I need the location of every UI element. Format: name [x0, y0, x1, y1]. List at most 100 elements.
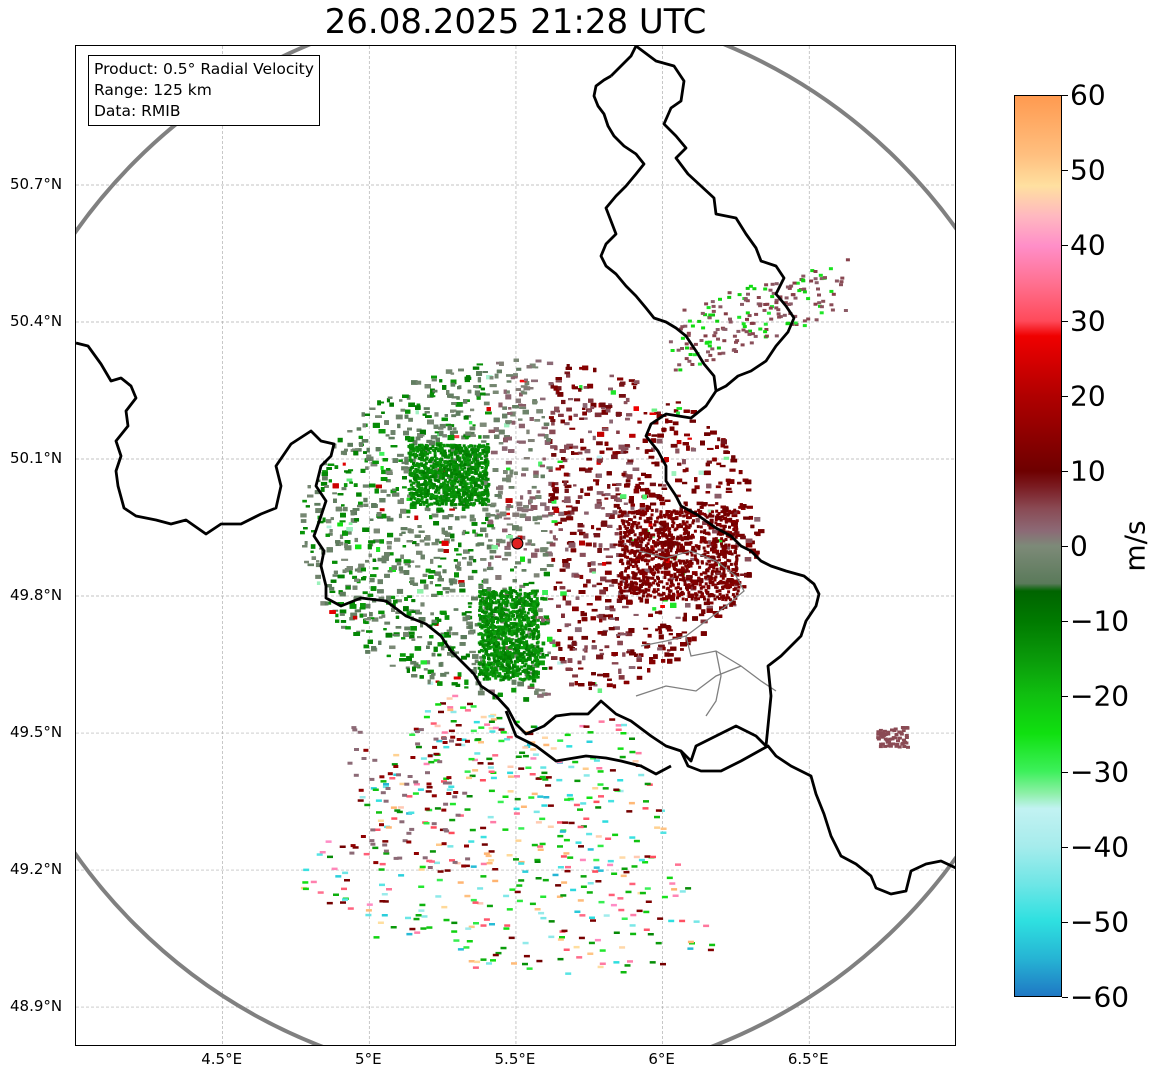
- echo-cell: [340, 512, 346, 518]
- echo-cell: [623, 502, 628, 505]
- echo-cell: [387, 532, 394, 538]
- echo-cell: [466, 626, 470, 629]
- echo-cell: [445, 423, 451, 427]
- echo-cell: [559, 586, 566, 590]
- echo-cell: [467, 575, 474, 581]
- echo-cell: [626, 599, 633, 605]
- echo-cell: [431, 542, 439, 546]
- echo-cell: [591, 645, 597, 650]
- echo-cell: [599, 649, 603, 652]
- echo-cell: [514, 566, 518, 569]
- echo-cell: [519, 392, 523, 397]
- echo-cell: [409, 609, 415, 612]
- echo-cell: [494, 555, 502, 558]
- echo-cell: [356, 492, 362, 497]
- echo-cell: [326, 584, 332, 588]
- echo-cell: [427, 679, 431, 685]
- echo-cell: [479, 686, 484, 691]
- echo-cell: [302, 499, 307, 503]
- echo-cell: [402, 486, 407, 489]
- echo-cell: [435, 437, 440, 442]
- echo-cell: [464, 379, 471, 383]
- echo-cell: [321, 472, 329, 477]
- echo-cell: [340, 450, 345, 455]
- echo-cell: [612, 684, 617, 689]
- echo-cell: [445, 369, 453, 374]
- echo-cell: [538, 655, 546, 659]
- echo-cell: [654, 461, 660, 467]
- echo-cell: [451, 682, 458, 686]
- echo-cell: [568, 398, 574, 401]
- echo-cell: [403, 632, 409, 637]
- echo-cell: [496, 513, 503, 517]
- echo-cell: [314, 490, 320, 495]
- echo-cell: [458, 580, 465, 584]
- echo-cell: [702, 521, 710, 525]
- echo-cell: [737, 534, 745, 537]
- echo-cell: [620, 381, 626, 385]
- echo-cell: [468, 421, 473, 425]
- echo-cell: [444, 414, 448, 417]
- echo-cell: [547, 651, 551, 655]
- echo-cell: [663, 484, 667, 487]
- echo-cell: [314, 502, 321, 506]
- echo-cell: [542, 514, 549, 518]
- echo-cell: [574, 574, 580, 578]
- echo-cell: [539, 689, 546, 692]
- echo-cell: [389, 645, 396, 650]
- echo-cell: [666, 649, 671, 652]
- echo-cell: [468, 555, 474, 561]
- echo-cell: [463, 415, 469, 420]
- echo-cell: [726, 480, 730, 486]
- echo-cell: [548, 469, 553, 472]
- echo-cell: [629, 496, 634, 501]
- echo-cell: [388, 595, 396, 599]
- echo-cell: [725, 478, 731, 482]
- echo-cell: [350, 518, 358, 523]
- echo-cell: [569, 647, 575, 651]
- echo-cell: [608, 514, 615, 519]
- echo-cell: [387, 396, 393, 399]
- echo-cell: [670, 517, 678, 521]
- echo-cell: [437, 565, 442, 568]
- echo-cell: [514, 639, 519, 643]
- echo-cell: [744, 479, 752, 485]
- echo-cell: [665, 522, 669, 528]
- echo-cell: [379, 451, 385, 456]
- echo-cell: [435, 538, 440, 543]
- echo-cell: [370, 586, 377, 591]
- echo-cell: [407, 439, 414, 443]
- echo-cell: [707, 540, 711, 544]
- echo-cell: [481, 440, 487, 443]
- echo-cell: [405, 509, 411, 514]
- echo-cell: [498, 429, 505, 435]
- radar-map[interactable]: [75, 45, 956, 1046]
- echo-cell: [596, 473, 602, 478]
- echo-cell: [431, 378, 437, 382]
- echo-cell: [386, 595, 391, 601]
- echo-cell: [415, 565, 421, 568]
- echo-cell: [434, 431, 441, 434]
- echo-cell: [718, 481, 723, 485]
- echo-cell: [384, 621, 391, 625]
- echo-cell: [694, 485, 700, 490]
- echo-cell: [712, 457, 717, 462]
- echo-cell: [611, 579, 618, 584]
- echo-cell: [615, 412, 622, 416]
- echo-cell: [535, 359, 542, 363]
- echo-cell: [546, 466, 553, 470]
- echo-cell: [456, 451, 462, 455]
- echo-cell: [453, 506, 458, 510]
- echo-cell: [536, 490, 541, 494]
- echo-cell: [537, 608, 543, 613]
- echo-cell: [609, 543, 616, 549]
- echo-cell: [410, 626, 417, 631]
- echo-cell: [657, 647, 663, 651]
- echo-cell: [363, 497, 368, 503]
- echo-cell: [615, 451, 621, 454]
- echo-cell: [537, 693, 544, 698]
- echo-cell: [447, 514, 454, 518]
- echo-cell: [579, 467, 586, 472]
- echo-cell: [618, 668, 622, 674]
- echo-cell: [659, 496, 665, 502]
